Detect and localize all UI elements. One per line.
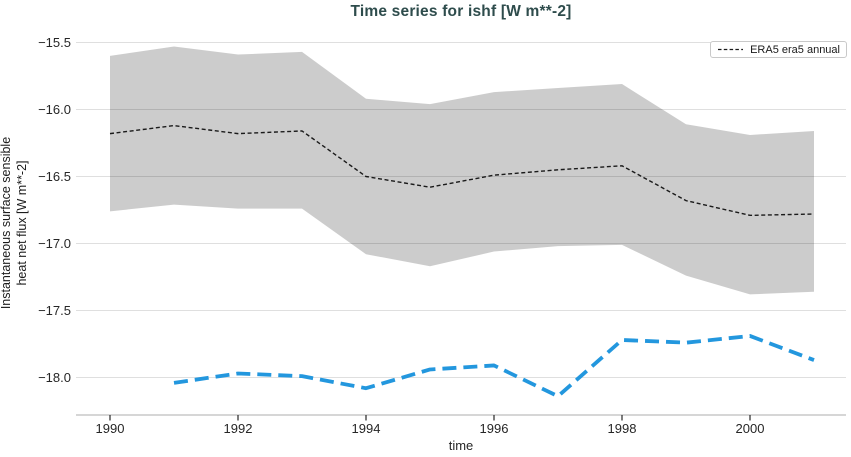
chart-title: Time series for ishf [W m**-2] <box>350 3 572 20</box>
y-tick-label: −15.5 <box>38 35 71 50</box>
x-tick-label: 1996 <box>480 421 509 436</box>
series-line-era5-era5-annual <box>109 124 815 217</box>
series-layer <box>109 46 815 399</box>
y-tick-label: −16.0 <box>38 102 71 117</box>
y-tick-label: −18.0 <box>38 370 71 385</box>
legend-dashed-line-sample <box>718 48 744 51</box>
x-tick-label: 1998 <box>608 421 637 436</box>
x-tick-label: 1994 <box>352 421 381 436</box>
series-line-annual-highlight <box>173 334 815 399</box>
legend: ERA5 era5 annual <box>710 41 847 58</box>
x-axis-label: time <box>449 438 474 453</box>
axis-layer: −15.5 −16.0 −16.5 −17.0 −17.5 −18.0 1990 1992 19… <box>38 35 846 436</box>
y-tick-label: −17.5 <box>38 303 71 318</box>
y-tick-label: −16.5 <box>38 169 71 184</box>
y-tick-label: −17.0 <box>38 236 71 251</box>
x-tick-label: 1990 <box>96 421 125 436</box>
x-tick-label: 1992 <box>224 421 253 436</box>
spread-band <box>110 46 814 295</box>
legend-label: ERA5 era5 annual <box>750 43 840 56</box>
x-tick-label: 2000 <box>736 421 765 436</box>
